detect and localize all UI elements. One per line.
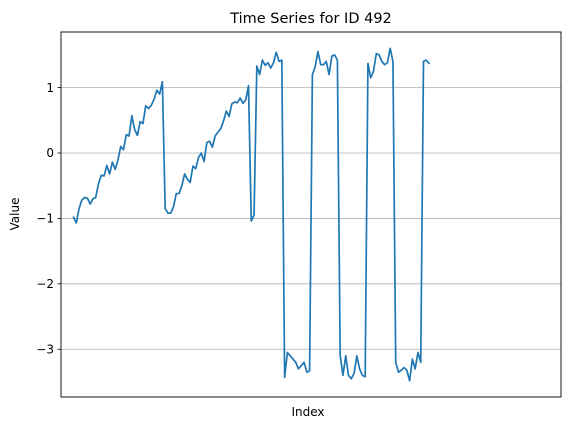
y-tick-label: −2 <box>36 277 54 291</box>
chart-title: Time Series for ID 492 <box>229 11 392 27</box>
y-axis: 1 0 −1 −2 −3 <box>36 81 61 357</box>
series-line <box>74 48 430 380</box>
y-tick-label: −1 <box>36 212 54 226</box>
x-axis-label: Index <box>291 405 324 419</box>
y-tick-label: 0 <box>46 146 54 160</box>
y-axis-label: Value <box>8 198 22 231</box>
y-tick-label: −3 <box>36 342 54 356</box>
y-tick-label: 1 <box>46 81 54 95</box>
